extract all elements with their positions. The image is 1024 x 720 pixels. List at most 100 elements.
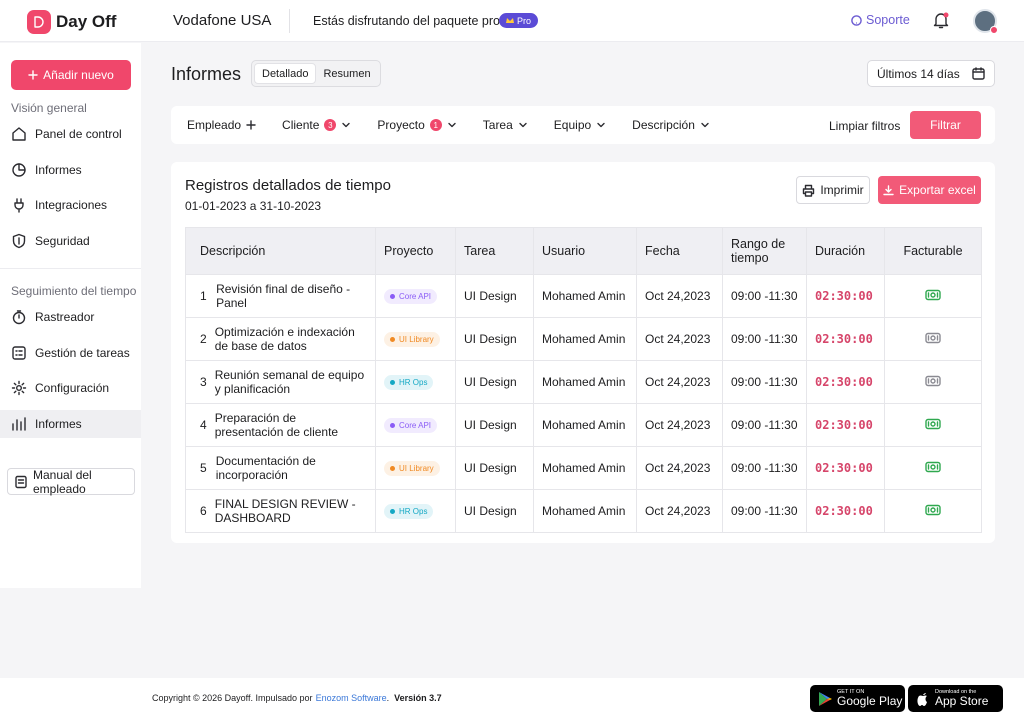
column-header: Tarea	[455, 227, 534, 275]
store-logo-svg	[917, 692, 927, 706]
tag-dot	[390, 337, 395, 342]
manual-button[interactable]: Manual del empleado	[7, 468, 135, 496]
project-tag: HR Ops	[384, 375, 434, 390]
nav-item[interactable]: Seguridad	[0, 227, 141, 255]
notifications[interactable]	[931, 10, 951, 30]
project-label: UI Library	[399, 335, 434, 344]
task: UI Design	[455, 446, 534, 490]
nav-icon-svg	[12, 416, 26, 431]
cell: 3 Reunión semanal de equipo y planificaci…	[185, 360, 376, 404]
filter[interactable]: Equipo	[554, 118, 606, 132]
cell: 4 Preparación de presentación de cliente	[185, 403, 376, 447]
filter[interactable]: Proyecto 1	[377, 118, 456, 132]
tab[interactable]: Resumen	[323, 67, 371, 80]
cell: 5 Documentación de incorporación	[185, 446, 376, 490]
project-label: Core API	[399, 421, 432, 430]
filter-icon-svg	[701, 122, 709, 128]
manual-icon	[14, 475, 28, 489]
duration: 02:30:00	[815, 418, 873, 432]
filter-label: Empleado	[187, 118, 242, 132]
filter-list: Empleado Cliente 3 Proyecto 1 Tarea Equipo Desc…	[187, 106, 710, 144]
cell: 02:30:00	[806, 489, 885, 533]
avatar[interactable]	[973, 9, 998, 34]
nav-item[interactable]: Configuración	[0, 374, 141, 402]
filter-icon	[700, 120, 710, 130]
copyright-text: Copyright © 2026 Dayoff. Impulsado por	[152, 693, 313, 703]
print-label: Imprimir	[820, 183, 864, 197]
section-title: Seguimiento del tiempo	[11, 284, 137, 298]
plan-badge-label: Pro	[517, 15, 532, 26]
table-head: Descripción Proyecto Tarea Usuario Fecha Rang…	[185, 227, 982, 275]
store-small: GET IT ON	[837, 689, 865, 695]
header: Day Off Vodafone USA Estás disfrutando del…	[0, 0, 1024, 42]
nav-item[interactable]: Informes	[0, 409, 141, 438]
description: Preparación de presentación de cliente	[214, 411, 339, 439]
table-body: 1 Revisión final de diseño - Panel Core AP…	[185, 274, 982, 533]
report-card: Registros detallados de tiempo 01-01-2023…	[171, 162, 995, 543]
filter-icon	[246, 120, 256, 130]
date: Oct 24,2023	[636, 403, 723, 447]
support-link[interactable]: Soporte	[851, 13, 910, 27]
header-row: Descripción Proyecto Tarea Usuario Fecha Rang…	[185, 227, 982, 275]
project-tag: Core API	[384, 418, 438, 433]
nav-label: Panel de control	[35, 127, 122, 141]
filter[interactable]: Cliente 3	[282, 118, 351, 132]
print-button[interactable]: Imprimir	[796, 176, 870, 204]
row-index: 1	[200, 289, 207, 303]
billable-icon	[925, 504, 941, 516]
nav-icon	[11, 309, 27, 325]
filter-label: Tarea	[482, 118, 513, 132]
billable-icon-svg	[925, 461, 941, 472]
row-index: 3	[200, 375, 207, 389]
plan-badge: Pro	[499, 13, 539, 28]
billable-icon-svg	[925, 375, 941, 386]
nav-item[interactable]: Gestión de tareas	[0, 339, 141, 367]
apply-filter-button[interactable]: Filtrar	[910, 111, 981, 139]
description-cell: 6 FINAL DESIGN REVIEW - DASHBOARD	[200, 497, 367, 525]
row-index: 5	[200, 461, 207, 475]
filter[interactable]: Tarea	[483, 118, 528, 132]
time: 09:00 -11:30	[722, 489, 807, 533]
description: Optimización e indexación de base de dat…	[214, 325, 355, 353]
nav-item[interactable]: Informes	[0, 156, 141, 184]
user: Mohamed Amin	[533, 489, 637, 533]
table-row: 3 Reunión semanal de equipo y planificaci…	[185, 360, 982, 404]
task: UI Design	[455, 317, 534, 361]
filter-label: Equipo	[553, 118, 592, 132]
filter[interactable]: Descripción	[632, 118, 710, 132]
cell: HR Ops	[375, 489, 456, 533]
export-label: Exportar excel	[899, 183, 976, 197]
date: Oct 24,2023	[636, 317, 723, 361]
store-badge[interactable]: GET IT ON Google Play	[810, 685, 905, 712]
separator	[0, 268, 141, 269]
store-logo	[916, 691, 930, 707]
time-table: Descripción Proyecto Tarea Usuario Fecha Rang…	[185, 227, 982, 533]
store-badge[interactable]: Download on the App Store	[908, 685, 1003, 712]
cell: Core API	[375, 274, 456, 318]
nav-item[interactable]: Panel de control	[0, 120, 141, 148]
store-logo	[818, 691, 832, 707]
filter-icon-svg	[246, 120, 256, 130]
tab[interactable]: Detallado	[254, 63, 317, 84]
nav-label: Informes	[35, 162, 82, 177]
column-header: Rango de tiempo	[722, 227, 807, 275]
cell: 02:30:00	[806, 274, 885, 318]
date-range-picker[interactable]: Últimos 14 días	[867, 60, 995, 87]
nav-icon-svg	[11, 380, 27, 396]
nav-icon-svg	[14, 198, 24, 213]
filter[interactable]: Empleado	[187, 118, 256, 132]
logo-svg	[27, 10, 51, 34]
time: 09:00 -11:30	[722, 360, 807, 404]
add-new-button[interactable]: Añadir nuevo	[11, 60, 131, 90]
company-link[interactable]: Enozom Software	[316, 693, 387, 703]
duration: 02:30:00	[815, 504, 873, 518]
nav-item[interactable]: Rastreador	[0, 303, 141, 331]
filter-icon	[341, 120, 351, 130]
export-button[interactable]: Exportar excel	[878, 176, 981, 204]
nav-item[interactable]: Integraciones	[0, 191, 141, 219]
project-tag: UI Library	[384, 332, 440, 347]
clear-filters[interactable]: Limpiar filtros	[829, 119, 901, 133]
cell	[884, 317, 982, 361]
logo	[27, 10, 51, 34]
description: Documentación de incorporación	[215, 454, 316, 482]
